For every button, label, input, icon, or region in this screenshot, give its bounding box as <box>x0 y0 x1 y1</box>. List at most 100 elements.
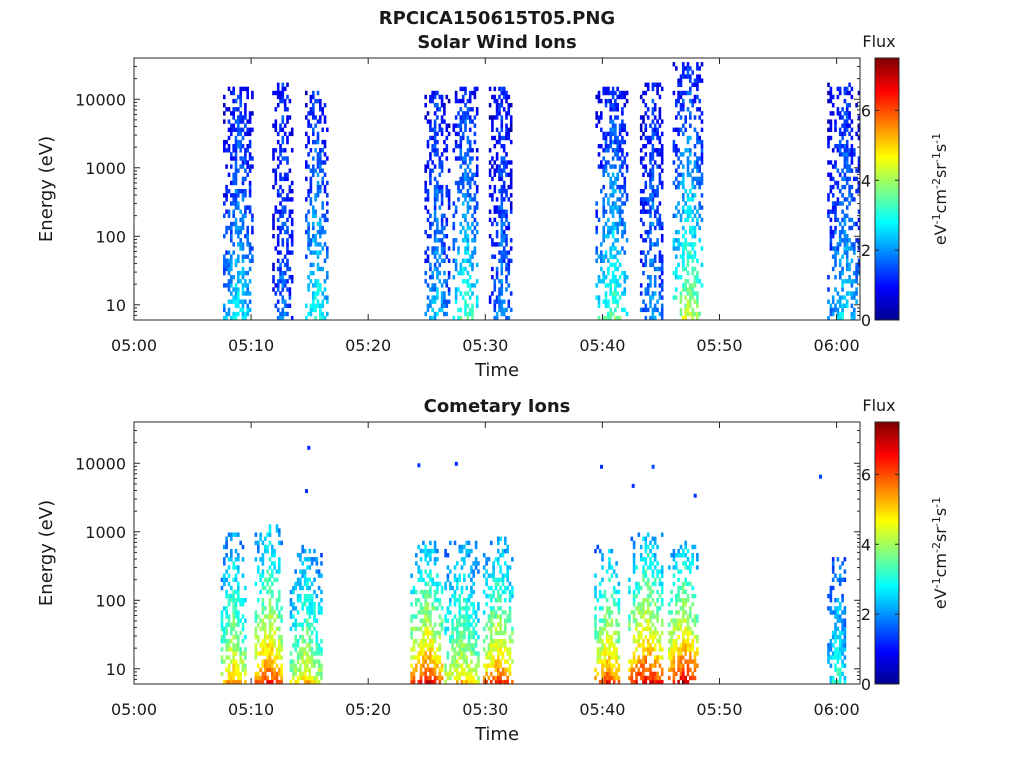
heatmap-cell <box>237 295 240 300</box>
heatmap-cell <box>433 164 437 169</box>
heatmap-cell <box>230 131 233 137</box>
heatmap-cell <box>829 94 833 100</box>
heatmap-cell <box>475 184 479 190</box>
colorbar-segment <box>875 217 899 221</box>
heatmap-cell <box>279 250 282 255</box>
heatmap-cell <box>230 111 233 116</box>
heatmap-cell <box>494 557 498 562</box>
heatmap-cell <box>502 160 506 165</box>
heatmap-cell <box>509 172 513 177</box>
heatmap-cell <box>607 299 610 304</box>
heatmap-cell <box>502 307 506 313</box>
heatmap-cell <box>436 197 439 202</box>
heatmap-cell <box>497 536 500 541</box>
heatmap-cell <box>610 610 614 615</box>
heatmap-cell <box>500 156 504 161</box>
heatmap-cell <box>271 675 274 681</box>
heatmap-cell <box>248 131 252 137</box>
heatmap-cell <box>312 94 315 100</box>
heatmap-cell <box>505 94 508 100</box>
heatmap-cell <box>313 606 316 611</box>
heatmap-cell <box>495 98 499 104</box>
heatmap-cell <box>449 675 452 681</box>
heatmap-cell <box>227 279 231 284</box>
heatmap-cell <box>241 160 245 165</box>
heatmap-cell <box>460 655 464 660</box>
heatmap-cell <box>843 176 847 182</box>
heatmap-cell <box>675 254 678 259</box>
heatmap-cell <box>436 659 439 664</box>
heatmap-cell <box>601 577 604 582</box>
heatmap-cell <box>644 291 648 296</box>
heatmap-cell <box>232 90 235 96</box>
heatmap-cell <box>426 630 430 636</box>
heatmap-cell <box>276 156 280 161</box>
heatmap-cell <box>264 585 267 591</box>
heatmap-cell <box>268 606 272 611</box>
heatmap-cell <box>429 548 432 554</box>
heatmap-cell <box>271 639 274 644</box>
heatmap-cell <box>466 250 470 255</box>
heatmap-cell <box>271 614 274 619</box>
heatmap-cell <box>227 663 231 668</box>
heatmap-cell <box>598 647 602 652</box>
heatmap-cell <box>471 172 474 177</box>
heatmap-cell <box>429 180 432 186</box>
colorbar-segment <box>875 247 899 251</box>
heatmap-cell <box>651 598 655 603</box>
heatmap-cell <box>279 213 282 218</box>
heatmap-cell <box>499 585 502 591</box>
heatmap-cell <box>234 295 238 300</box>
heatmap-cell <box>686 303 690 308</box>
heatmap-cell <box>457 98 460 104</box>
heatmap-cell <box>691 311 694 317</box>
heatmap-cell <box>422 655 425 660</box>
heatmap-cell <box>429 315 432 321</box>
heatmap-cell <box>461 111 465 116</box>
heatmap-cell <box>261 651 265 656</box>
heatmap-cell <box>644 201 648 206</box>
heatmap-cell <box>845 262 849 268</box>
heatmap-cell <box>506 577 509 582</box>
heatmap-cell <box>227 667 231 672</box>
heatmap-cell <box>612 598 616 603</box>
heatmap-cell <box>494 581 498 587</box>
heatmap-cell <box>316 287 320 292</box>
heatmap-cell <box>471 148 474 153</box>
heatmap-cell <box>848 217 851 223</box>
heatmap-cell <box>684 279 687 284</box>
heatmap-cell <box>467 618 471 623</box>
heatmap-cell <box>686 299 690 304</box>
heatmap-cell <box>642 197 645 202</box>
heatmap-cell <box>320 639 323 644</box>
heatmap-cell <box>642 156 645 161</box>
heatmap-cell <box>656 266 659 272</box>
heatmap-cell <box>286 279 289 284</box>
heatmap-cell <box>468 258 472 263</box>
heatmap-cell <box>853 242 856 247</box>
heatmap-cell <box>244 131 247 137</box>
heatmap-cell <box>679 103 683 108</box>
heatmap-cell <box>419 577 423 582</box>
heatmap-cell <box>248 250 252 255</box>
heatmap-cell <box>278 569 281 574</box>
heatmap-cell <box>490 647 493 652</box>
heatmap-cell <box>675 295 678 300</box>
heatmap-cell <box>490 618 493 623</box>
heatmap-cell <box>653 602 657 607</box>
heatmap-cell <box>239 144 242 149</box>
heatmap-cell <box>290 275 294 280</box>
heatmap-cell <box>670 634 673 640</box>
heatmap-cell <box>682 90 685 96</box>
heatmap-cell <box>672 655 676 660</box>
heatmap-cell <box>642 299 645 304</box>
heatmap-cell <box>440 193 444 198</box>
heatmap-cell <box>677 98 680 104</box>
heatmap-cell <box>838 152 842 157</box>
heatmap-cell <box>225 655 228 660</box>
heatmap-cell <box>604 291 608 296</box>
heatmap-cell <box>271 667 274 672</box>
heatmap-cell <box>272 168 275 173</box>
heatmap-cell <box>649 663 652 668</box>
heatmap-cell <box>651 311 655 317</box>
